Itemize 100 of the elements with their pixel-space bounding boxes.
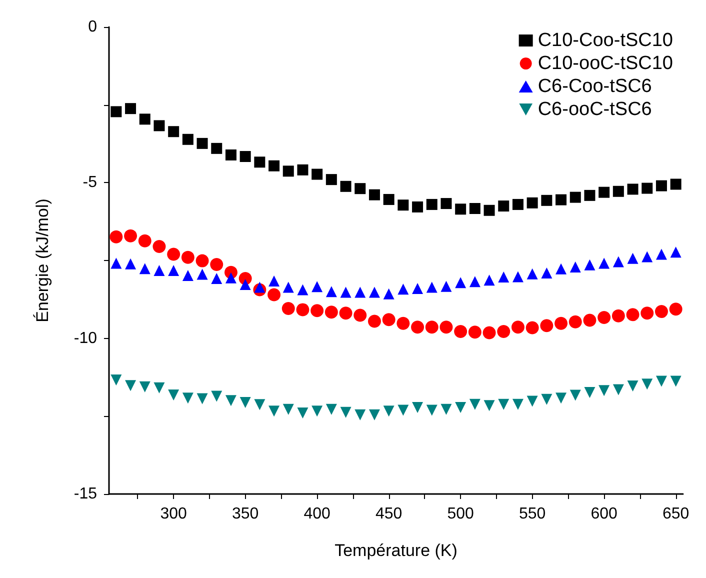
point bbox=[211, 390, 222, 402]
point bbox=[526, 268, 538, 280]
point bbox=[526, 197, 538, 208]
point bbox=[181, 250, 194, 264]
x-tick-label: 650 bbox=[662, 506, 690, 522]
point bbox=[340, 286, 352, 298]
point bbox=[642, 182, 653, 194]
point bbox=[167, 248, 180, 261]
point bbox=[383, 406, 394, 417]
point bbox=[398, 284, 409, 295]
point bbox=[312, 406, 323, 417]
point bbox=[669, 302, 682, 316]
point bbox=[154, 382, 165, 394]
x-tick-label: 400 bbox=[304, 506, 331, 522]
point bbox=[642, 251, 653, 262]
point bbox=[511, 320, 524, 334]
y-tick-label: -5 bbox=[82, 174, 98, 192]
x-tick-label: 300 bbox=[160, 506, 188, 522]
point bbox=[640, 306, 654, 320]
point bbox=[368, 314, 381, 328]
point bbox=[612, 384, 624, 396]
point bbox=[168, 389, 180, 400]
point bbox=[354, 183, 366, 194]
point bbox=[440, 320, 453, 334]
point bbox=[426, 282, 438, 293]
point bbox=[368, 189, 380, 200]
point bbox=[469, 276, 480, 288]
point bbox=[426, 404, 438, 416]
point bbox=[426, 198, 438, 210]
point bbox=[398, 404, 409, 416]
x-tick-label: 550 bbox=[518, 506, 546, 522]
point bbox=[254, 156, 266, 168]
point bbox=[225, 272, 236, 284]
point bbox=[282, 404, 294, 415]
point bbox=[440, 198, 452, 210]
point bbox=[324, 306, 338, 319]
point bbox=[598, 385, 610, 396]
point bbox=[110, 374, 122, 386]
point bbox=[612, 256, 624, 268]
point bbox=[484, 400, 495, 412]
point bbox=[225, 149, 236, 160]
x-tick-label: 600 bbox=[590, 506, 618, 522]
point bbox=[627, 184, 638, 195]
point bbox=[654, 305, 668, 318]
point bbox=[168, 264, 180, 276]
point bbox=[196, 254, 209, 268]
point bbox=[240, 278, 251, 290]
point bbox=[670, 376, 682, 387]
point bbox=[612, 309, 625, 322]
point bbox=[583, 314, 596, 327]
point bbox=[670, 178, 682, 190]
point bbox=[383, 288, 394, 300]
point bbox=[455, 204, 466, 215]
point bbox=[312, 168, 323, 180]
point bbox=[598, 258, 610, 269]
legend-label: C6-Coo-tSC6 bbox=[538, 76, 652, 97]
point bbox=[326, 174, 337, 186]
point bbox=[196, 138, 208, 149]
point bbox=[526, 321, 539, 334]
point bbox=[612, 186, 624, 197]
point bbox=[540, 319, 554, 332]
point bbox=[382, 313, 396, 326]
point bbox=[368, 409, 380, 420]
point bbox=[469, 398, 480, 410]
point bbox=[268, 160, 280, 172]
point bbox=[541, 194, 552, 206]
point bbox=[454, 324, 468, 338]
point bbox=[154, 120, 165, 132]
point bbox=[484, 204, 495, 216]
point bbox=[340, 180, 352, 192]
point bbox=[339, 306, 352, 320]
point bbox=[425, 320, 438, 334]
y-tick-label: 0 bbox=[88, 18, 98, 36]
point bbox=[312, 281, 323, 292]
point bbox=[584, 190, 596, 201]
point bbox=[512, 398, 524, 410]
point bbox=[383, 194, 394, 205]
point bbox=[182, 392, 194, 404]
point bbox=[598, 186, 610, 198]
point bbox=[396, 316, 410, 330]
point bbox=[484, 274, 495, 286]
point bbox=[556, 194, 567, 206]
point bbox=[110, 106, 122, 118]
point bbox=[642, 378, 653, 390]
legend-label: C10-ooC-tSC10 bbox=[538, 53, 673, 74]
point bbox=[498, 398, 510, 410]
point bbox=[139, 263, 150, 274]
point bbox=[455, 402, 466, 413]
y-tick-label: -15 bbox=[74, 486, 98, 502]
point bbox=[139, 114, 150, 125]
point bbox=[354, 308, 367, 322]
point bbox=[541, 267, 552, 278]
point bbox=[297, 164, 308, 176]
point bbox=[154, 264, 165, 276]
point bbox=[368, 286, 380, 298]
point bbox=[282, 282, 294, 293]
point bbox=[455, 277, 466, 288]
point bbox=[411, 320, 424, 334]
point bbox=[656, 180, 667, 192]
point bbox=[482, 326, 496, 340]
